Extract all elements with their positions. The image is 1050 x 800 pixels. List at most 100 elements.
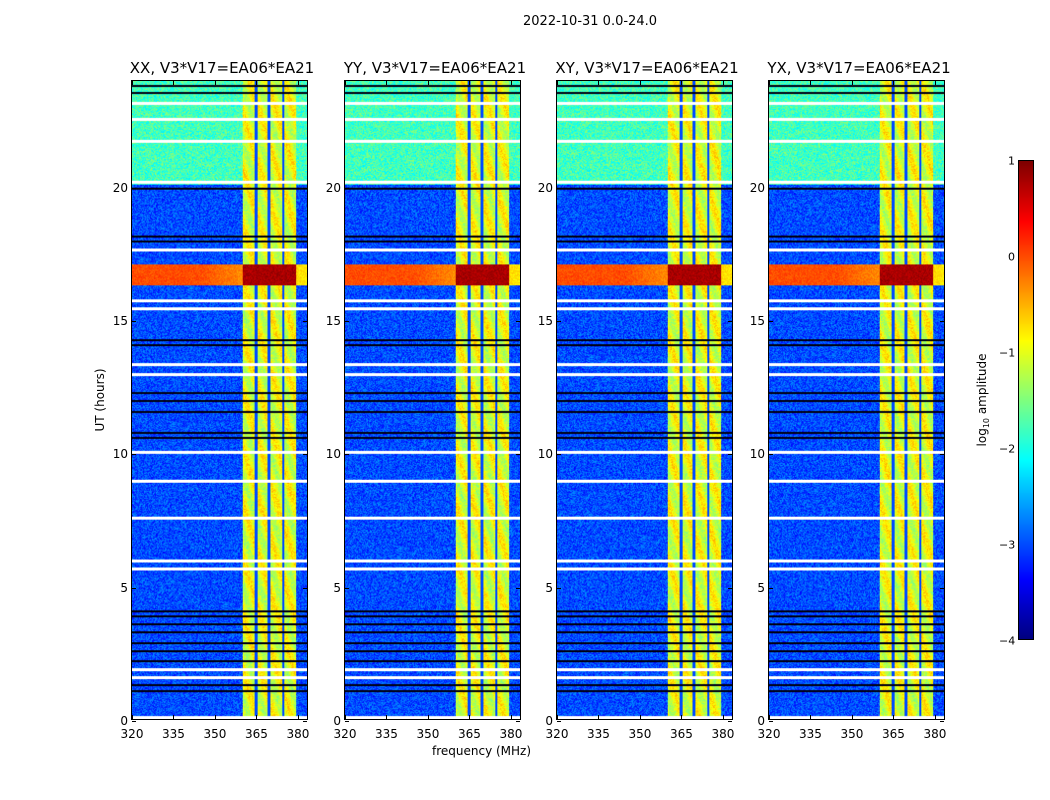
x-tick-label: 335 (587, 727, 610, 741)
x-tick-label: 320 (757, 727, 781, 741)
y-tick-mark (345, 454, 349, 456)
y-tick-mark (728, 321, 732, 322)
y-tick-label: 15 (537, 314, 553, 328)
x-tick-mark (256, 81, 258, 85)
y-tick-mark (132, 454, 136, 456)
y-tick-mark (516, 454, 520, 456)
x-tick-label: 380 (711, 727, 735, 741)
y-tick-mark (769, 321, 773, 322)
colorbar-tick-label: −2 (999, 442, 1016, 456)
x-tick-mark (639, 715, 641, 719)
y-tick-mark (132, 187, 136, 189)
colorbar-gradient (1019, 161, 1033, 639)
y-tick-mark (728, 187, 732, 189)
y-tick-mark (769, 587, 773, 589)
x-tick-mark (214, 715, 216, 719)
x-axis-label: frequency (MHz) (432, 744, 532, 758)
panel-2: XY, V3*V17=EA06*EA21 320 335 350 365 380 0 5 10 1… (538, 59, 739, 741)
x-tick-mark (510, 715, 512, 719)
y-tick-mark (303, 721, 307, 722)
y-tick-mark (769, 454, 773, 456)
y-tick-mark (557, 587, 561, 589)
x-tick-mark (345, 81, 346, 85)
y-tick-mark (769, 187, 773, 189)
y-tick-mark (557, 321, 561, 322)
panel-1: YY, V3*V17=EA06*EA21 320 335 350 365 380 0 5 10 1… (326, 59, 526, 741)
colorbar: 1 0 −1 −2 −3 −4 (999, 155, 1034, 648)
y-tick-mark (303, 321, 307, 322)
y-tick-mark (769, 721, 773, 722)
y-tick-mark (132, 721, 136, 722)
y-tick-label: 15 (325, 314, 341, 328)
heatmap (557, 81, 732, 719)
x-tick-mark (893, 81, 895, 85)
y-tick-label: 5 (757, 580, 765, 595)
y-tick-label: 0 (545, 714, 553, 728)
x-tick-mark (214, 81, 216, 85)
y-tick-label: 20 (325, 180, 341, 195)
x-tick-mark (681, 715, 683, 719)
x-tick-label: 335 (375, 727, 398, 741)
x-tick-label: 365 (670, 727, 693, 741)
panel-title: XY, V3*V17=EA06*EA21 (555, 59, 739, 77)
x-tick-label: 380 (499, 727, 523, 741)
x-tick-mark (469, 81, 471, 85)
colorbar-tick-label: −4 (999, 634, 1016, 648)
y-tick-mark (728, 454, 732, 456)
x-tick-label: 350 (628, 727, 652, 741)
colorbar-tick-label: −1 (999, 346, 1016, 360)
x-tick-mark (173, 81, 175, 85)
y-tick-mark (132, 321, 136, 322)
x-tick-mark (297, 81, 299, 85)
x-tick-mark (769, 715, 770, 719)
x-tick-label: 320 (120, 727, 144, 741)
x-tick-mark (557, 81, 558, 85)
y-tick-mark (303, 187, 307, 189)
y-tick-mark (940, 187, 944, 189)
colorbar-label: log10 amplitude (974, 353, 992, 447)
heatmap (345, 81, 520, 719)
y-tick-label: 10 (537, 447, 553, 462)
x-tick-label: 365 (245, 727, 268, 741)
x-tick-label: 380 (923, 727, 947, 741)
colorbar-tick-label: 1 (1008, 154, 1015, 168)
x-tick-mark (427, 715, 429, 719)
y-tick-label: 15 (112, 314, 128, 328)
y-tick-mark (557, 721, 561, 722)
x-tick-mark (386, 81, 388, 85)
y-tick-mark (345, 321, 349, 322)
x-tick-mark (810, 715, 812, 719)
y-tick-mark (303, 587, 307, 589)
y-tick-label: 5 (333, 580, 341, 595)
y-tick-label: 10 (112, 447, 128, 462)
y-axis-label: UT (hours) (93, 368, 107, 432)
y-tick-mark (132, 587, 136, 589)
x-tick-mark (427, 81, 429, 85)
y-tick-mark (516, 187, 520, 189)
x-tick-mark (681, 81, 683, 85)
panel-title: XX, V3*V17=EA06*EA21 (129, 59, 315, 77)
y-tick-mark (516, 321, 520, 322)
x-tick-label: 350 (416, 727, 440, 741)
x-tick-mark (557, 715, 558, 719)
x-tick-mark (256, 715, 258, 719)
y-tick-mark (728, 587, 732, 589)
x-tick-mark (851, 81, 853, 85)
y-tick-label: 20 (749, 180, 765, 195)
x-tick-label: 365 (458, 727, 481, 741)
x-tick-mark (297, 715, 299, 719)
y-tick-mark (728, 721, 732, 722)
x-tick-label: 350 (203, 727, 227, 741)
y-tick-label: 20 (537, 180, 553, 195)
x-tick-label: 320 (545, 727, 569, 741)
y-tick-label: 5 (120, 580, 128, 595)
x-tick-label: 335 (162, 727, 185, 741)
x-tick-mark (173, 715, 175, 719)
y-tick-label: 5 (545, 580, 553, 595)
y-tick-label: 20 (112, 180, 128, 195)
panel-title: YX, V3*V17=EA06*EA21 (767, 59, 951, 77)
x-tick-mark (469, 715, 471, 719)
y-tick-mark (940, 721, 944, 722)
y-tick-mark (516, 587, 520, 589)
